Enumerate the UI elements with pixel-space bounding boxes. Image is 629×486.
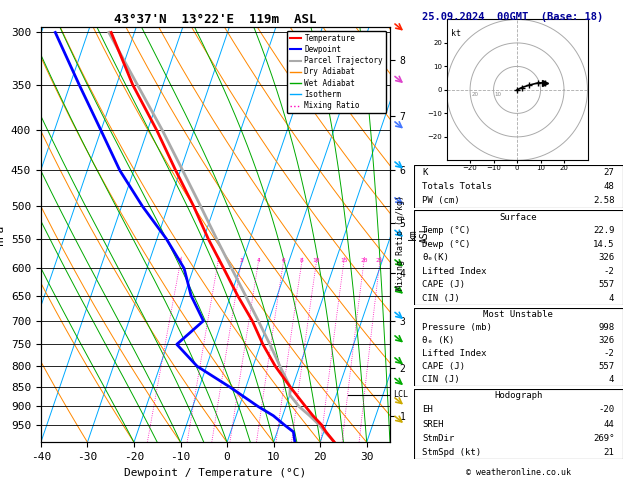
Text: 2.58: 2.58 <box>593 196 615 206</box>
Text: CIN (J): CIN (J) <box>422 375 460 384</box>
Text: 8: 8 <box>300 258 304 262</box>
Text: Mixing Ratio (g/kg): Mixing Ratio (g/kg) <box>396 195 405 291</box>
Text: K: K <box>422 168 428 177</box>
Text: Hodograph: Hodograph <box>494 391 542 400</box>
Text: 21: 21 <box>604 448 615 457</box>
Text: 557: 557 <box>598 280 615 289</box>
Text: 10: 10 <box>495 92 502 97</box>
Text: 20: 20 <box>360 258 367 262</box>
X-axis label: Dewpoint / Temperature (°C): Dewpoint / Temperature (°C) <box>125 468 306 478</box>
Text: kt: kt <box>451 29 461 38</box>
Text: 27: 27 <box>604 168 615 177</box>
Text: Totals Totals: Totals Totals <box>422 182 492 191</box>
Text: Pressure (mb): Pressure (mb) <box>422 323 492 332</box>
Text: 2: 2 <box>216 258 220 262</box>
Text: StmDir: StmDir <box>422 434 455 443</box>
Text: 3: 3 <box>239 258 243 262</box>
Text: 557: 557 <box>598 362 615 371</box>
Text: 4: 4 <box>609 294 615 303</box>
Text: Most Unstable: Most Unstable <box>483 310 554 319</box>
Text: 326: 326 <box>598 336 615 345</box>
Text: -20: -20 <box>598 405 615 415</box>
Text: CIN (J): CIN (J) <box>422 294 460 303</box>
Text: 25: 25 <box>376 258 384 262</box>
Text: 998: 998 <box>598 323 615 332</box>
Text: PW (cm): PW (cm) <box>422 196 460 206</box>
Title: 43°37'N  13°22'E  119m  ASL: 43°37'N 13°22'E 119m ASL <box>114 13 316 26</box>
Text: 1: 1 <box>179 258 182 262</box>
Text: StmSpd (kt): StmSpd (kt) <box>422 448 481 457</box>
Text: © weatheronline.co.uk: © weatheronline.co.uk <box>466 468 571 477</box>
Text: SREH: SREH <box>422 419 443 429</box>
Text: Dewp (°C): Dewp (°C) <box>422 240 470 249</box>
Text: Lifted Index: Lifted Index <box>422 267 487 276</box>
Text: 44: 44 <box>604 419 615 429</box>
Text: EH: EH <box>422 405 433 415</box>
Text: 15: 15 <box>340 258 347 262</box>
Text: 10: 10 <box>313 258 320 262</box>
Text: θₑ (K): θₑ (K) <box>422 336 455 345</box>
Text: CAPE (J): CAPE (J) <box>422 362 465 371</box>
Text: LCL: LCL <box>394 390 408 399</box>
Text: 4: 4 <box>257 258 260 262</box>
Text: 269°: 269° <box>593 434 615 443</box>
Text: θₑ(K): θₑ(K) <box>422 253 449 262</box>
Text: 14.5: 14.5 <box>593 240 615 249</box>
Text: 22.9: 22.9 <box>593 226 615 235</box>
Text: Lifted Index: Lifted Index <box>422 349 487 358</box>
Y-axis label: km
ASL: km ASL <box>408 226 430 243</box>
Text: 20: 20 <box>471 92 478 97</box>
Text: 6: 6 <box>281 258 285 262</box>
Text: Temp (°C): Temp (°C) <box>422 226 470 235</box>
Text: -2: -2 <box>604 349 615 358</box>
Text: 4: 4 <box>609 375 615 384</box>
Legend: Temperature, Dewpoint, Parcel Trajectory, Dry Adiabat, Wet Adiabat, Isotherm, Mi: Temperature, Dewpoint, Parcel Trajectory… <box>287 31 386 113</box>
Text: -2: -2 <box>604 267 615 276</box>
Text: 25.09.2024  00GMT  (Base: 18): 25.09.2024 00GMT (Base: 18) <box>422 12 603 22</box>
Text: Surface: Surface <box>499 213 537 222</box>
Text: 48: 48 <box>604 182 615 191</box>
Text: 326: 326 <box>598 253 615 262</box>
Text: CAPE (J): CAPE (J) <box>422 280 465 289</box>
Y-axis label: hPa: hPa <box>0 225 6 244</box>
